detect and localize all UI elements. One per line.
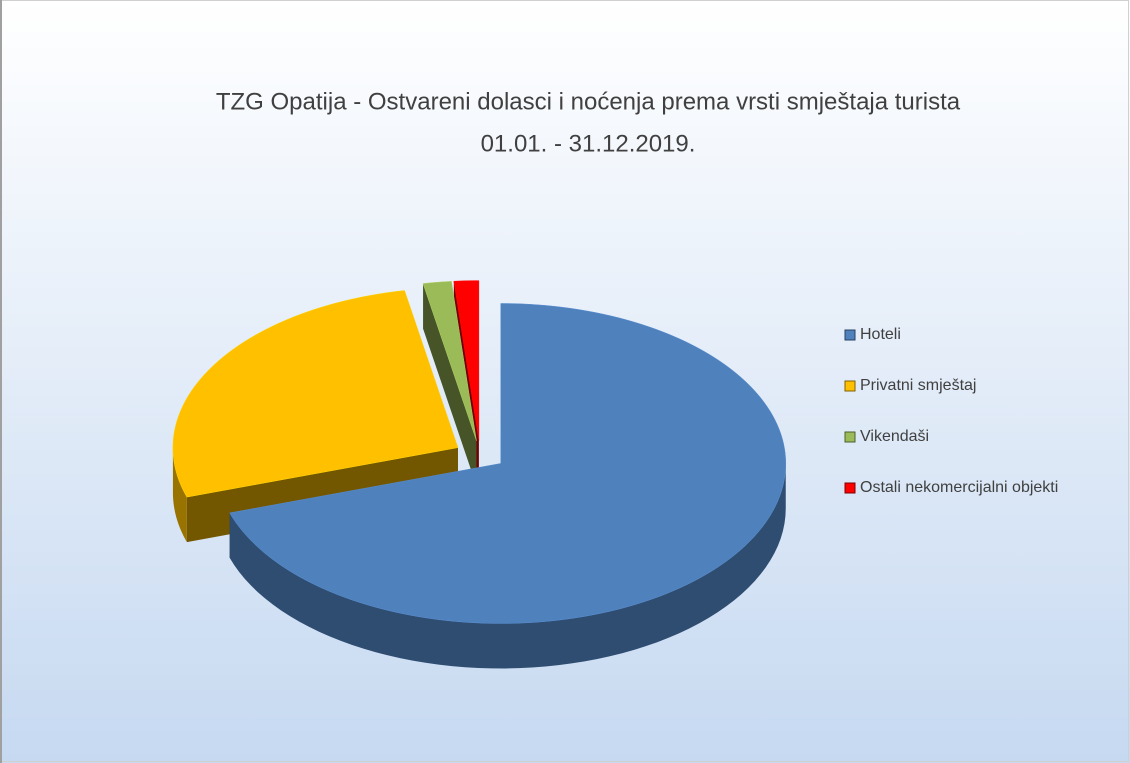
legend-label: Privatni smještaj [860,377,976,394]
chart-subtitle: 01.01. - 31.12.2019. [481,130,696,157]
legend-swatch [844,431,856,443]
pie-slice [422,281,477,486]
legend-swatch [844,329,856,341]
legend-swatch [844,482,856,494]
legend-label: Vikendaši [860,428,929,445]
slice-top [229,303,786,624]
pie [172,280,786,669]
pie-slice [229,303,786,669]
slice-top [172,290,459,498]
legend-swatch [844,380,856,392]
slice-top [422,281,477,441]
legend: Hoteli Privatni smještaj Vikendaši Ostali n… [844,326,1058,496]
legend-label: Ostali nekomercijalni objekti [860,479,1058,496]
slice-side [229,463,786,669]
slice-top [453,280,480,441]
slice-wall [423,283,477,486]
slice-side [172,447,187,543]
chart-title: TZG Opatija - Ostvareni dolasci i noćenj… [216,88,961,115]
legend-label: Hoteli [860,326,901,343]
